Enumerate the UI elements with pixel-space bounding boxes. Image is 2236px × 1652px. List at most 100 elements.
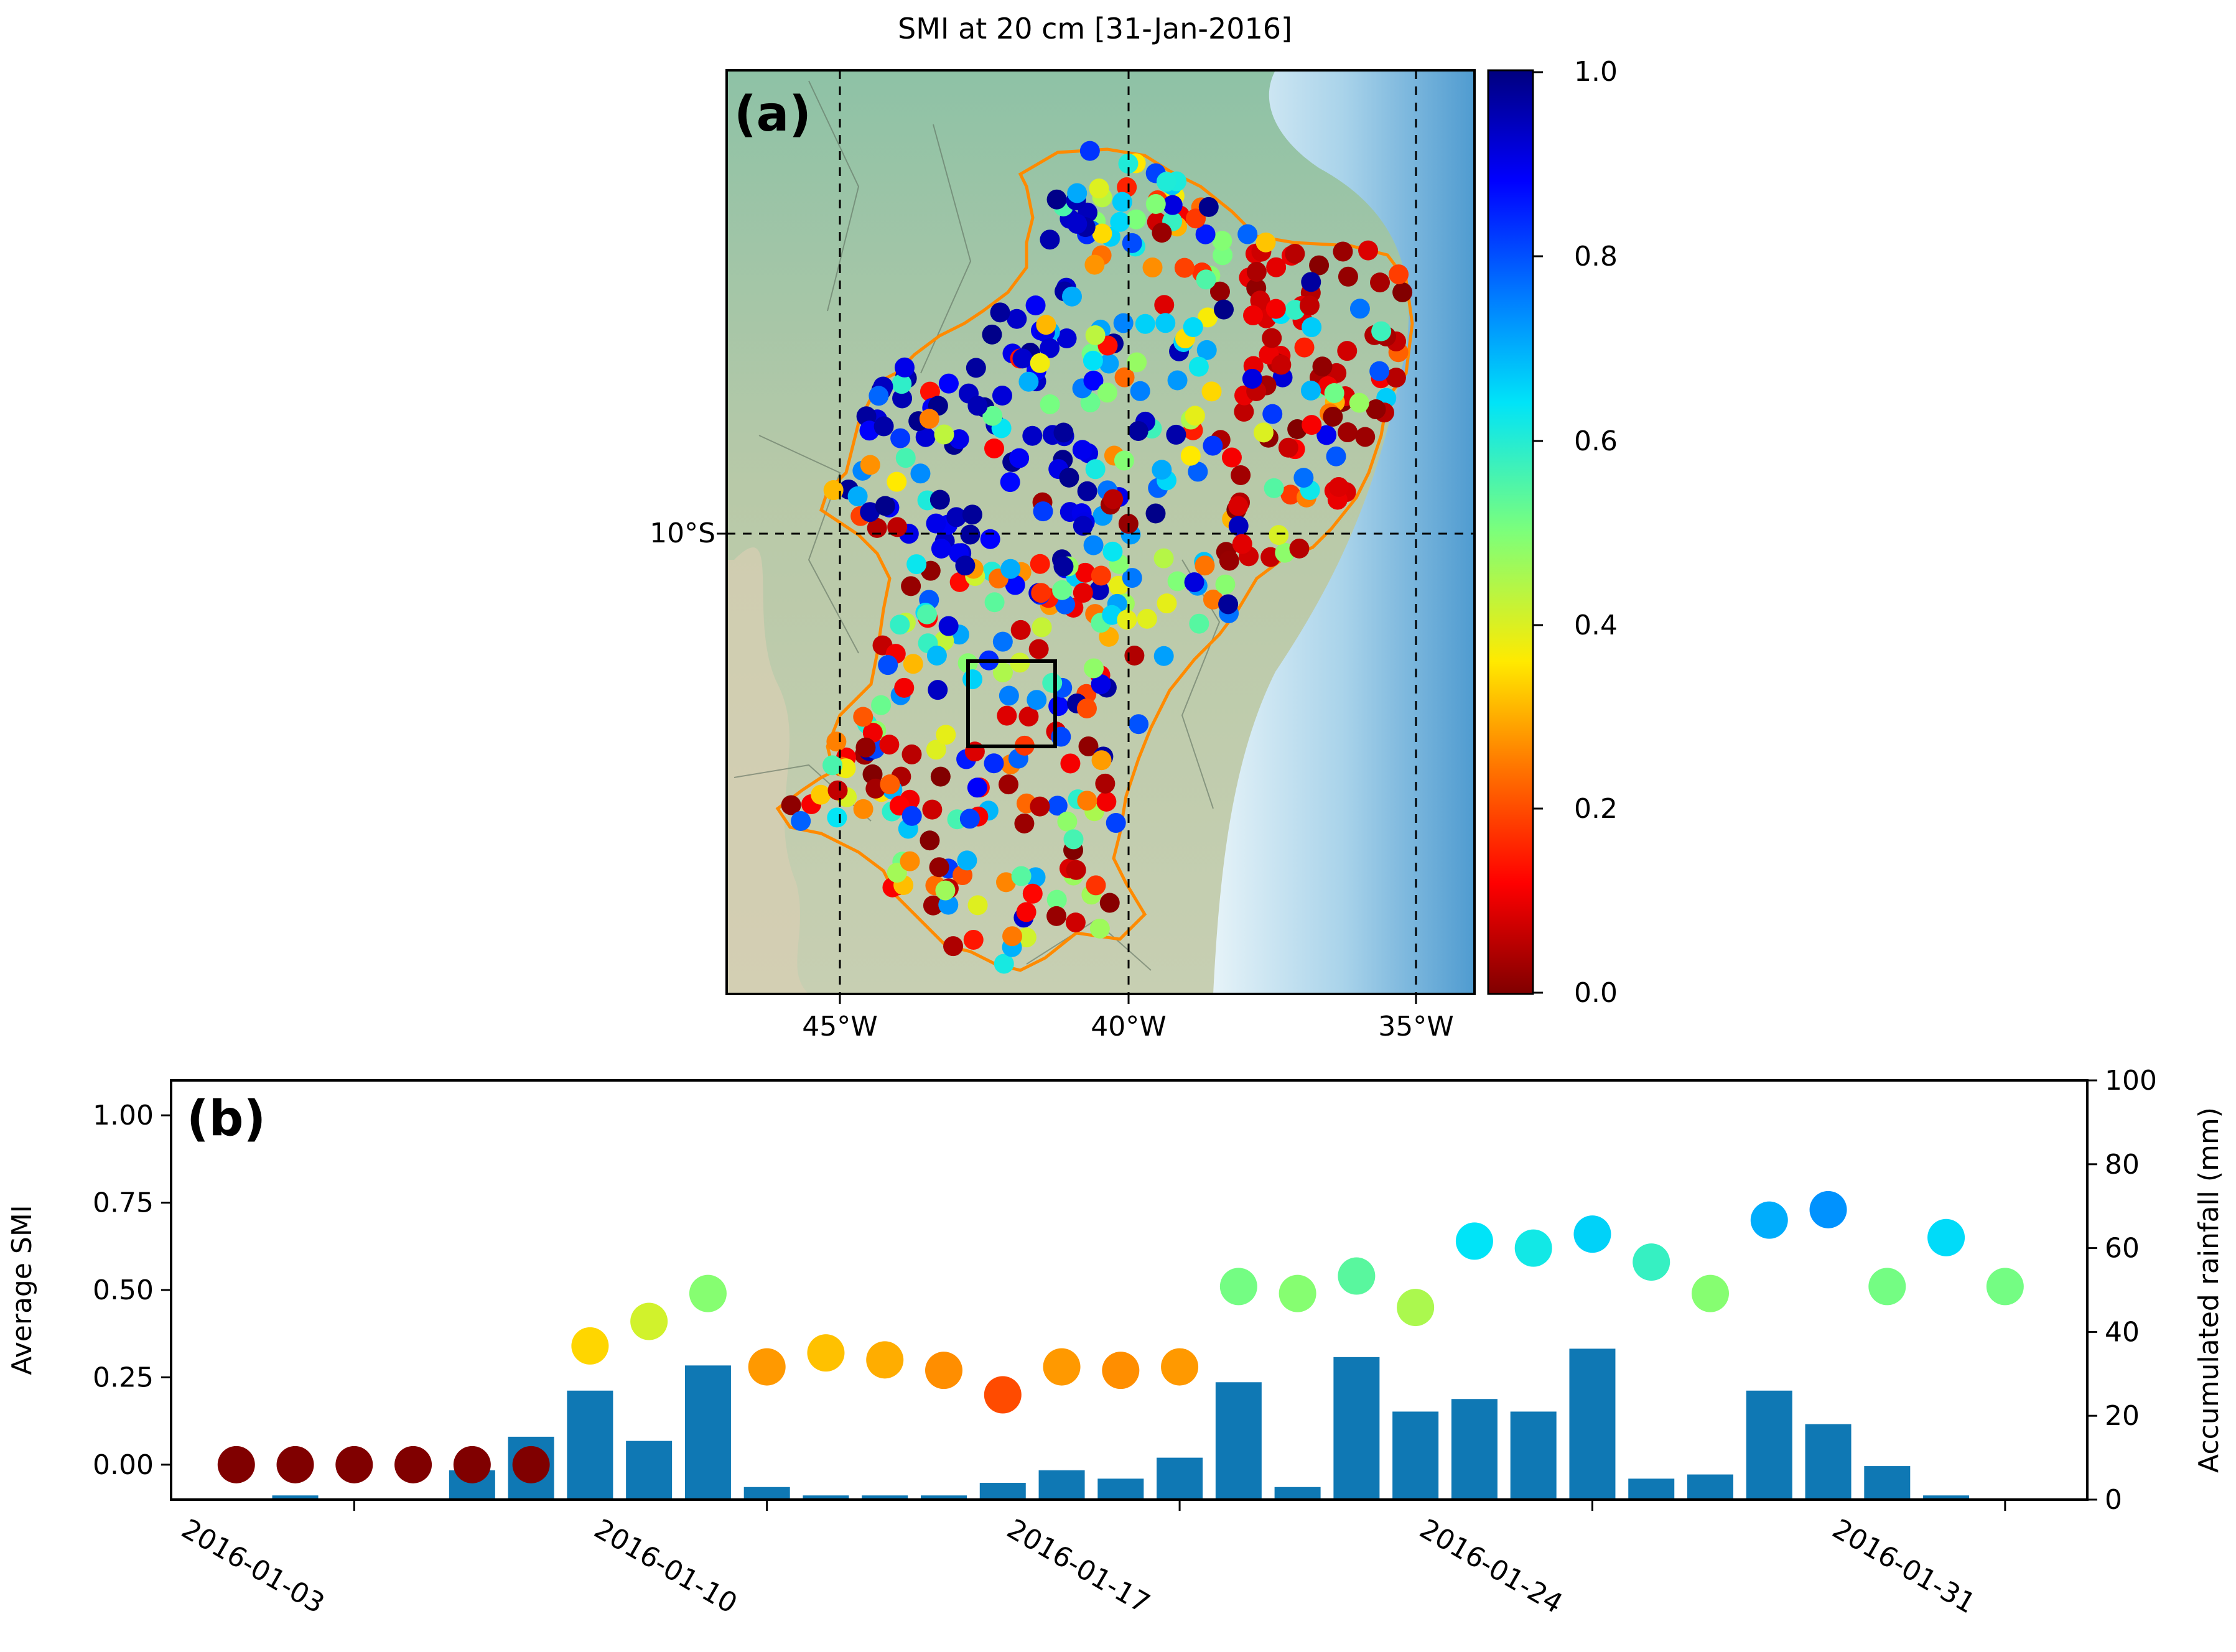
- smi-marker-day-22: [1455, 1222, 1493, 1260]
- station-point: [1102, 605, 1122, 625]
- right-axis-ticks: 100 80 60 40 20 0: [2087, 1065, 2157, 1516]
- station-point: [923, 895, 943, 916]
- station-point: [996, 872, 1017, 893]
- station-point: [926, 513, 946, 534]
- smi-marker-day-21: [1397, 1289, 1435, 1327]
- station-point: [1091, 674, 1111, 695]
- smi-marker-day-23: [1514, 1229, 1552, 1267]
- rainfall-bar-day-2: [272, 1495, 319, 1500]
- station-point: [962, 669, 983, 690]
- station-point: [1073, 516, 1093, 536]
- station-point: [994, 954, 1014, 974]
- smi-marker-day-19: [1279, 1274, 1316, 1312]
- left-tick-label: 1.00: [93, 1100, 154, 1131]
- map-state-lines: [734, 80, 1221, 971]
- smi-marker-day-20: [1338, 1257, 1376, 1295]
- station-point: [982, 406, 1003, 426]
- x-axis-ticks: 2016-01-03 2016-01-10 2016-01-17 2016-01-24…: [176, 1500, 2006, 1620]
- station-point: [1114, 367, 1135, 387]
- right-tick-label: 60: [2105, 1233, 2140, 1265]
- station-point: [1031, 583, 1051, 603]
- station-point: [919, 409, 939, 429]
- station-point: [999, 685, 1019, 706]
- station-point: [1203, 589, 1223, 610]
- colorbar-label-0.6: 0.6: [1574, 425, 1618, 457]
- station-point: [1010, 620, 1031, 640]
- colorbar-label-0.0: 0.0: [1574, 977, 1618, 1009]
- station-point: [1152, 460, 1172, 480]
- station-point: [1130, 381, 1150, 401]
- station-point: [827, 807, 847, 828]
- rainfall-bar-day-10: [743, 1487, 790, 1500]
- colorbar-label-0.2: 0.2: [1574, 793, 1618, 825]
- station-point: [938, 373, 959, 394]
- station-point: [910, 463, 931, 484]
- station-point: [926, 645, 947, 666]
- station-point: [984, 438, 1005, 458]
- station-point: [1025, 867, 1046, 888]
- rainfall-bar-day-7: [567, 1390, 613, 1500]
- station-point: [894, 677, 915, 698]
- station-point: [1349, 392, 1369, 413]
- station-point: [949, 429, 969, 450]
- station-point: [906, 554, 927, 575]
- station-point: [1389, 264, 1409, 285]
- station-point: [873, 416, 894, 437]
- right-tick-label: 100: [2105, 1065, 2157, 1097]
- station-point: [1167, 571, 1188, 592]
- station-point: [900, 851, 920, 871]
- station-point: [1221, 447, 1242, 468]
- station-point: [1091, 750, 1112, 771]
- station-point: [1371, 321, 1392, 341]
- station-point: [1309, 255, 1330, 276]
- station-point: [901, 744, 922, 764]
- station-point: [1076, 698, 1097, 718]
- study-area-box[interactable]: [966, 659, 1057, 748]
- station-point: [860, 455, 880, 475]
- station-point: [938, 616, 959, 636]
- smi-marker-day-29: [1868, 1268, 1906, 1306]
- smi-marker-day-18: [1219, 1268, 1257, 1306]
- station-point: [1106, 813, 1126, 833]
- station-point: [1135, 313, 1155, 334]
- station-point: [1366, 399, 1386, 420]
- station-point: [1246, 261, 1267, 282]
- station-point: [1042, 672, 1063, 693]
- rainfall-bar-day-14: [979, 1483, 1026, 1500]
- station-point: [1162, 195, 1183, 215]
- smi-marker-day-5: [453, 1446, 491, 1483]
- lon-tick-marks: [839, 994, 1417, 1004]
- station-point: [901, 576, 921, 596]
- station-point: [781, 795, 801, 815]
- station-point: [992, 662, 1013, 683]
- station-point: [1337, 341, 1358, 361]
- station-point: [853, 799, 873, 819]
- station-point: [1299, 295, 1320, 316]
- map-canvas: [727, 70, 1474, 994]
- station-point: [1195, 555, 1215, 576]
- rainfall-bar-day-26: [1687, 1474, 1733, 1500]
- station-point: [959, 809, 980, 829]
- rainfall-bar-day-18: [1215, 1382, 1262, 1500]
- station-point: [887, 471, 907, 492]
- station-point: [1128, 420, 1148, 441]
- station-point: [1218, 594, 1239, 615]
- station-point: [1048, 696, 1069, 717]
- smi-marker-day-16: [1102, 1352, 1140, 1390]
- station-point: [1156, 172, 1176, 192]
- station-point: [1011, 866, 1032, 886]
- left-axis-ticks: 1.00 0.75 0.50 0.25 0.00: [93, 1100, 171, 1481]
- station-point: [1040, 394, 1060, 414]
- lat-tick-10s: 10°S: [650, 517, 715, 549]
- station-point: [853, 707, 873, 727]
- smi-marker-day-1: [217, 1446, 255, 1483]
- station-point: [1046, 906, 1067, 926]
- station-point: [1022, 883, 1043, 904]
- station-point: [1075, 562, 1096, 583]
- smi-marker-day-2: [276, 1446, 314, 1483]
- rainfall-bar-day-12: [862, 1495, 908, 1500]
- station-point: [931, 538, 951, 559]
- station-point: [928, 680, 948, 700]
- station-point: [998, 774, 1018, 795]
